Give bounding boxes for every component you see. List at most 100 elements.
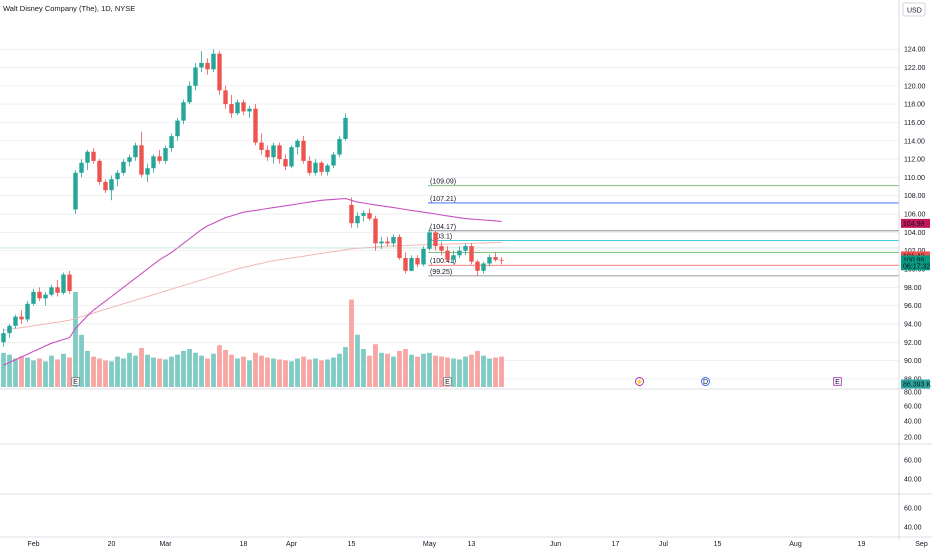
candle-body <box>199 62 204 68</box>
candle-body <box>187 85 192 103</box>
volume-bar <box>319 360 324 387</box>
volume-bar <box>343 347 348 387</box>
candle-body <box>25 303 30 320</box>
candle-body <box>121 161 126 173</box>
candle-body <box>379 241 384 244</box>
x-tick-label: 13 <box>468 541 476 548</box>
price-tag-bg <box>901 261 930 271</box>
x-tick-label: Jul <box>659 541 668 548</box>
candle-body <box>487 257 492 264</box>
candle-body <box>115 172 120 180</box>
candle-body <box>235 102 240 114</box>
volume-bar <box>301 356 306 387</box>
currency-label: USD <box>907 8 922 15</box>
candle-body <box>1 333 6 343</box>
volume-bar <box>253 352 258 387</box>
ma50-line <box>3 197 502 366</box>
currency-button[interactable]: USD <box>902 2 926 17</box>
volume-bar <box>25 357 30 387</box>
candle-body <box>241 102 246 112</box>
candle-body <box>307 160 312 173</box>
event-label: E <box>445 379 450 386</box>
volume-bar <box>193 352 198 387</box>
candle-body <box>169 136 174 149</box>
y-tick-label: 106.00 <box>904 212 926 219</box>
volume-bar <box>337 353 342 387</box>
dividend-icon <box>701 377 710 386</box>
x-tick-label: 18 <box>240 541 248 548</box>
candle-body <box>55 287 60 293</box>
candle-body <box>145 168 150 175</box>
volume-bar <box>37 358 42 387</box>
x-tick-label: Feb <box>27 541 39 548</box>
event-marker: E <box>443 377 452 386</box>
candle-body <box>481 263 486 271</box>
candle-body <box>373 218 378 244</box>
candle-body <box>313 162 318 173</box>
candle-body <box>91 151 96 161</box>
x-tick-label: Jun <box>550 541 561 548</box>
price-tag: 06:17:32 <box>903 263 930 270</box>
volume-bar <box>121 358 126 387</box>
x-tick-label: Aug <box>789 541 802 548</box>
candle-body <box>127 157 132 162</box>
volume-bar <box>271 358 276 387</box>
price-tag-bg <box>901 218 930 228</box>
candle-body <box>331 154 336 166</box>
volume-bar <box>457 359 462 387</box>
candle-body <box>391 236 396 244</box>
candle-body <box>469 246 474 262</box>
candle-body <box>463 246 468 251</box>
volume-bar <box>367 355 372 387</box>
candle-body <box>325 165 330 172</box>
volume-bar <box>91 356 96 387</box>
candle-body <box>61 274 66 293</box>
y-tick-label: 104.00 <box>904 230 926 237</box>
volume-bar <box>487 358 492 387</box>
volume-bar <box>499 356 504 387</box>
y-tick-label: 118.00 <box>904 102 925 109</box>
volume-bar <box>223 349 228 387</box>
volume-bar <box>439 356 444 387</box>
candle-body <box>31 291 36 304</box>
event-marker: E <box>833 377 842 386</box>
candle-body <box>133 145 138 158</box>
fib-level-label: (99.25) <box>430 269 452 276</box>
event-marker: D <box>701 377 710 386</box>
volume-bar <box>97 358 102 387</box>
volume-bar <box>295 358 300 387</box>
volume-bar <box>61 353 66 387</box>
candle-body <box>415 258 420 265</box>
y-tick-label: 108.00 <box>904 193 926 200</box>
candle-body <box>403 258 408 271</box>
y-tick-label: 92.00 <box>904 340 922 347</box>
fib-level-label: (103.1) <box>430 234 452 241</box>
candle-body <box>139 145 144 175</box>
volume-bar <box>109 361 114 387</box>
volume-bar <box>247 360 252 387</box>
volume-bar <box>259 355 264 387</box>
panel-tick-label: 40.00 <box>904 477 922 484</box>
candle-body <box>493 257 498 260</box>
volume-bar <box>307 359 312 387</box>
panel-tick-label: 60.00 <box>904 458 922 465</box>
volume-bar <box>43 361 48 387</box>
candle-body <box>229 104 234 114</box>
split-icon <box>635 377 644 386</box>
fib-retracement: (109.09) (107.21) (104.17) (103.1) (100.41) (… <box>0 179 899 277</box>
volume-bar <box>13 358 18 387</box>
volume-bar <box>445 357 450 387</box>
candle-body <box>7 325 12 334</box>
volume-bar <box>313 358 318 387</box>
candle-body <box>295 140 300 148</box>
volume-bar <box>373 344 378 387</box>
volume-bar <box>151 357 156 387</box>
chart-title: Walt Disney Company (The), 1D, NYSE <box>3 4 135 13</box>
x-tick-label: 17 <box>612 541 620 548</box>
earnings-icon <box>443 377 452 386</box>
price-tag: 100.99 <box>903 257 925 264</box>
candle-body <box>361 213 366 216</box>
x-tick-label: Sep <box>915 541 928 548</box>
